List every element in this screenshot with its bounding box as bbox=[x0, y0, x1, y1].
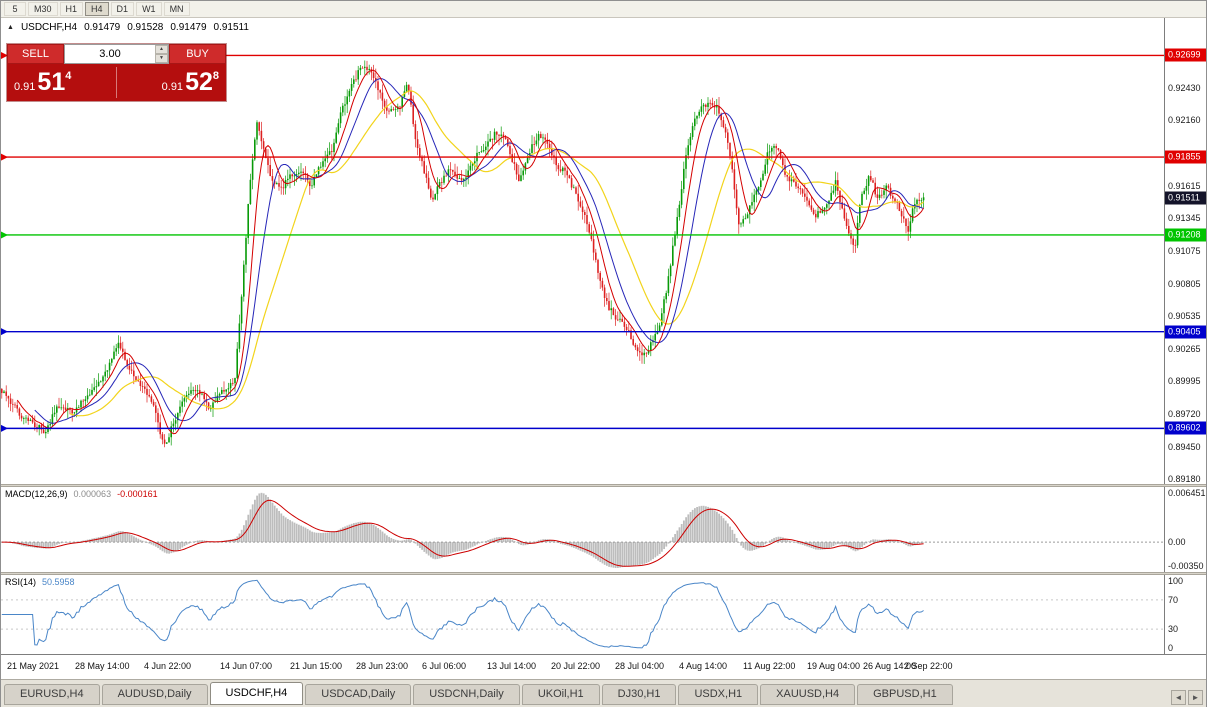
time-axis-label: 21 May 2021 bbox=[7, 661, 60, 671]
chart-tab-ukoil-h1[interactable]: UKOil,H1 bbox=[521, 684, 600, 705]
chart-tab-usdcad-daily[interactable]: USDCAD,Daily bbox=[305, 684, 412, 705]
chart-tab-dj30-h1[interactable]: DJ30,H1 bbox=[601, 684, 677, 705]
rsi-axis-label: 0 bbox=[1168, 643, 1174, 653]
candlestick-chart[interactable] bbox=[1, 18, 1164, 484]
time-axis-label: 21 Jun 15:00 bbox=[290, 661, 343, 671]
macd-plot: MACD(12,26,9) 0.000063 -0.000161 bbox=[1, 487, 1165, 572]
sell-price-pip: 4 bbox=[65, 70, 72, 82]
volume-spinner[interactable]: ▲ ▼ bbox=[155, 45, 168, 63]
macd-axis[interactable]: 0.006451 0.00 -0.00350 bbox=[1165, 487, 1206, 572]
price-line-label: 0.90405 bbox=[1165, 325, 1206, 339]
one-click-trading-panel: SELL 3.00 ▲ ▼ BUY 0.91 51 4 bbox=[7, 44, 226, 101]
chart-tab-usdchf-h4[interactable]: USDCHF,H4 bbox=[209, 682, 304, 705]
chart-tab-eurusd-h4[interactable]: EURUSD,H4 bbox=[4, 684, 100, 705]
price-axis-label: 0.90265 bbox=[1168, 343, 1201, 354]
time-axis-label: 20 Jul 22:00 bbox=[551, 661, 601, 671]
time-axis-label: 28 May 14:00 bbox=[75, 661, 130, 671]
timeframe-button-w1[interactable]: W1 bbox=[136, 2, 162, 16]
price-axis-label: 0.92430 bbox=[1168, 82, 1201, 93]
chart-tab-gbpusd-h1[interactable]: GBPUSD,H1 bbox=[857, 684, 953, 705]
macd-axis-label: 0.00 bbox=[1168, 537, 1186, 548]
sell-price[interactable]: 0.91 51 4 bbox=[7, 64, 116, 101]
rsi-axis-label: 100 bbox=[1168, 576, 1184, 586]
sell-price-big: 51 bbox=[37, 68, 66, 96]
tab-scroll-left-icon[interactable]: ◄ bbox=[1171, 690, 1186, 705]
volume-field[interactable]: 3.00 ▲ ▼ bbox=[64, 44, 169, 64]
rsi-axis-label: 30 bbox=[1168, 624, 1179, 635]
price-axis-label: 0.90535 bbox=[1168, 311, 1201, 322]
chart-tab-bar: EURUSD,H4 AUDUSD,Daily USDCHF,H4 USDCAD,Dai… bbox=[1, 679, 1206, 707]
time-axis-label: 4 Aug 14:00 bbox=[679, 661, 728, 671]
price-axis[interactable]: 0.92430 0.92160 0.91615 0.91345 0.91075 0.908… bbox=[1165, 18, 1206, 484]
time-axis-label: 4 Jun 22:00 bbox=[144, 661, 192, 671]
macd-axis-label: -0.00350 bbox=[1168, 561, 1204, 571]
current-price-label: 0.91511 bbox=[1165, 191, 1206, 205]
timeframe-toolbar: 5 M30 H1 H4 D1 W1 MN bbox=[1, 1, 1206, 18]
sell-button[interactable]: SELL bbox=[7, 44, 64, 64]
buy-price-pip: 8 bbox=[212, 70, 219, 82]
chart-tab-usdx-h1[interactable]: USDX,H1 bbox=[678, 684, 759, 705]
rsi-axis[interactable]: 100 70 30 0 bbox=[1165, 575, 1206, 654]
price-axis-label: 0.91075 bbox=[1168, 246, 1201, 256]
time-axis-label: 26 Aug 14:00 bbox=[863, 661, 917, 671]
macd-panel: MACD(12,26,9) 0.000063 -0.000161 0.00645… bbox=[1, 487, 1206, 572]
time-axis-label: 13 Jul 14:00 bbox=[487, 661, 537, 671]
price-axis-label: 0.89450 bbox=[1168, 441, 1201, 452]
spinner-up-icon[interactable]: ▲ bbox=[155, 45, 168, 54]
main-chart-panel: ▲ USDCHF,H4 0.91479 0.91528 0.91479 0.91… bbox=[1, 18, 1206, 484]
rsi-chart[interactable] bbox=[1, 575, 1164, 654]
buy-price-big: 52 bbox=[185, 68, 213, 96]
timeframe-button-5[interactable]: 5 bbox=[4, 2, 26, 16]
rsi-axis-label: 70 bbox=[1168, 594, 1179, 605]
chart-tab-audusd-daily[interactable]: AUDUSD,Daily bbox=[101, 684, 208, 705]
time-axis-label: 14 Jun 07:00 bbox=[220, 661, 273, 671]
price-line-label: 0.91208 bbox=[1165, 228, 1206, 242]
price-axis-label: 0.92160 bbox=[1168, 115, 1201, 126]
main-chart-plot: ▲ USDCHF,H4 0.91479 0.91528 0.91479 0.91… bbox=[1, 18, 1165, 484]
timeframe-button-h1[interactable]: H1 bbox=[59, 2, 84, 16]
time-axis-label: 11 Aug 22:00 bbox=[743, 661, 796, 671]
buy-price[interactable]: 0.91 52 8 bbox=[117, 64, 226, 101]
time-axis-label: 6 Jul 06:00 bbox=[422, 661, 467, 671]
rsi-plot: RSI(14) 50.5958 bbox=[1, 575, 1165, 654]
time-axis[interactable]: 21 May 2021 28 May 14:00 4 Jun 22:00 14 Jun… bbox=[1, 654, 1206, 679]
macd-chart[interactable] bbox=[1, 487, 1164, 572]
time-axis-label: 28 Jul 04:00 bbox=[615, 661, 665, 671]
timeframe-button-mn[interactable]: MN bbox=[163, 2, 190, 16]
panel-splitter[interactable] bbox=[1, 484, 1206, 487]
price-line-label: 0.92699 bbox=[1165, 48, 1206, 62]
timeframe-button-d1[interactable]: D1 bbox=[110, 2, 135, 16]
panel-splitter[interactable] bbox=[1, 572, 1206, 575]
timeframe-button-h4[interactable]: H4 bbox=[85, 2, 109, 16]
price-axis-label: 0.89180 bbox=[1168, 474, 1201, 485]
time-axis-label: 2 Sep 22:00 bbox=[904, 661, 953, 671]
price-axis-label: 0.90805 bbox=[1168, 278, 1201, 289]
price-line-label: 0.89602 bbox=[1165, 421, 1206, 435]
buy-price-prefix: 0.91 bbox=[161, 81, 184, 93]
price-axis-label: 0.89995 bbox=[1168, 376, 1201, 387]
rsi-panel: RSI(14) 50.5958 100 70 30 0 bbox=[1, 575, 1206, 654]
price-divider bbox=[116, 67, 117, 98]
tab-scroll-right-icon[interactable]: ► bbox=[1188, 690, 1203, 705]
timeframe-button-m30[interactable]: M30 bbox=[28, 2, 58, 16]
price-line-label: 0.91855 bbox=[1165, 150, 1206, 164]
price-axis-label: 0.91345 bbox=[1168, 213, 1201, 224]
price-axis-label: 0.91615 bbox=[1168, 180, 1201, 191]
sell-price-prefix: 0.91 bbox=[14, 81, 36, 93]
chart-tab-usdcnh-daily[interactable]: USDCNH,Daily bbox=[413, 684, 520, 705]
time-axis-label: 19 Aug 04:00 bbox=[807, 661, 861, 671]
volume-value: 3.00 bbox=[99, 48, 121, 60]
spinner-down-icon[interactable]: ▼ bbox=[155, 54, 168, 63]
macd-axis-label: 0.006451 bbox=[1168, 488, 1206, 498]
chart-tab-xauusd-h4[interactable]: XAUUSD,H4 bbox=[760, 684, 856, 705]
price-axis-label: 0.89720 bbox=[1168, 409, 1201, 420]
buy-button[interactable]: BUY bbox=[169, 44, 226, 64]
tab-scroll-arrows: ◄ ► bbox=[1171, 690, 1203, 705]
time-axis-label: 28 Jun 23:00 bbox=[356, 661, 409, 671]
